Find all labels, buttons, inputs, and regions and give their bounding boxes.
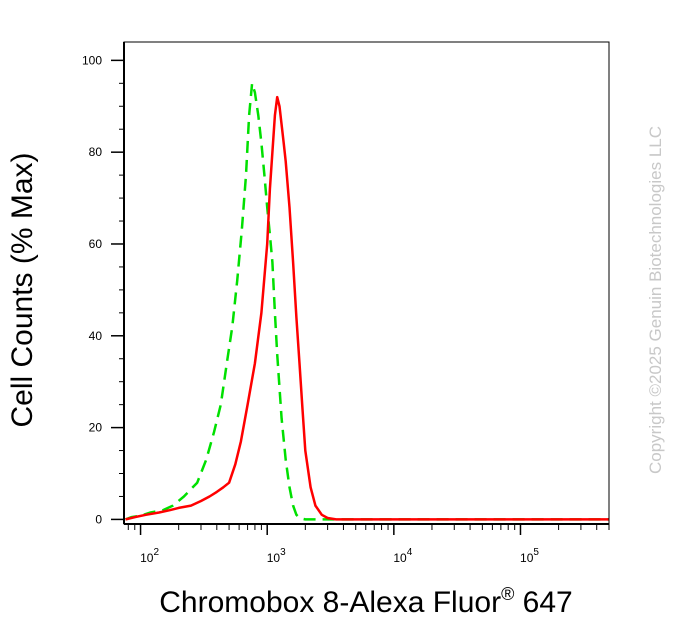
- series-line-2: [125, 95, 609, 521]
- series-line-1: [125, 82, 609, 521]
- x-axis-title-registered: ®: [501, 584, 514, 604]
- x-tick-label: 102: [140, 547, 159, 565]
- y-tick-label: 60: [89, 237, 103, 251]
- copyright-watermark: Copyright ©2025 Genuin Biotechnologies L…: [646, 126, 665, 474]
- y-tick-label: 0: [95, 512, 102, 526]
- y-tick-label: 80: [89, 145, 103, 159]
- x-tick-label: 104: [393, 547, 412, 565]
- x-tick-label: 103: [267, 547, 286, 565]
- axes-layer: [111, 41, 610, 535]
- y-tick-labels: 0 20 40 60 80 100: [82, 53, 102, 526]
- series-layer: [125, 82, 609, 521]
- x-axis-title-suffix: 647: [514, 586, 572, 619]
- x-tick-labels: 102 103 104 105: [140, 547, 539, 565]
- y-tick-label: 40: [89, 329, 103, 343]
- y-tick-label: 100: [82, 53, 102, 67]
- x-axis-title: Chromobox 8-Alexa Fluor® 647: [159, 584, 572, 619]
- y-tick-label: 20: [89, 421, 103, 435]
- x-axis-title-main: Chromobox 8-Alexa Fluor: [159, 586, 501, 619]
- y-axis-title: Cell Counts (% Max): [6, 152, 39, 427]
- x-tick-label: 105: [520, 547, 539, 565]
